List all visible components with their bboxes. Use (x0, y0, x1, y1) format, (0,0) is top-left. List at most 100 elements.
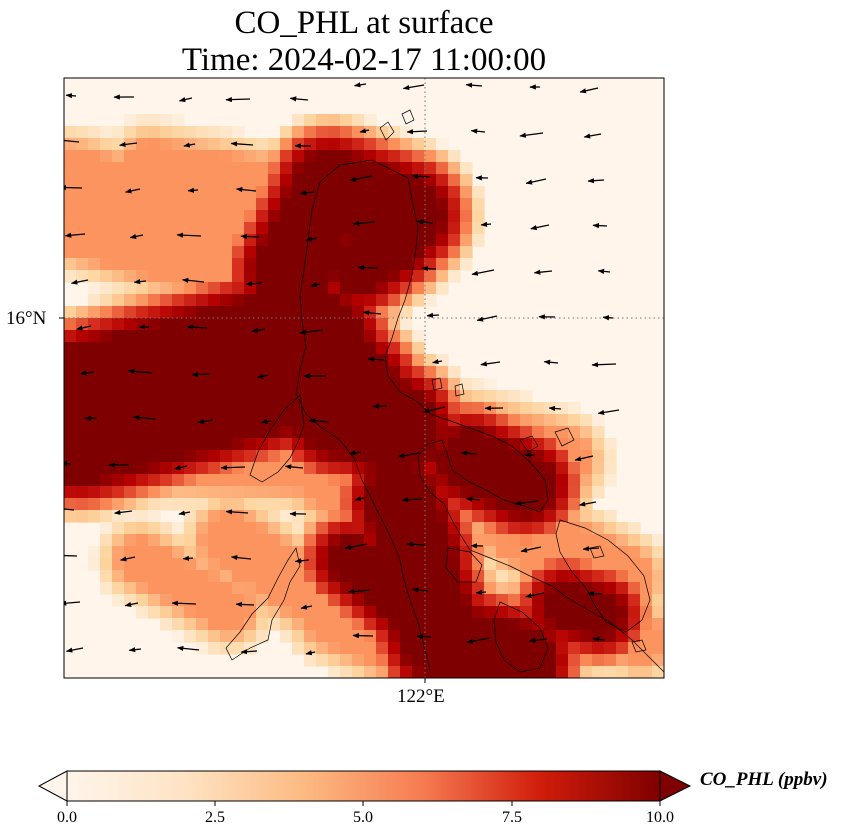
concentration-cell (148, 606, 161, 619)
concentration-cell (340, 342, 353, 355)
concentration-cell (172, 474, 185, 487)
concentration-cell (208, 330, 221, 343)
concentration-cell (364, 618, 377, 631)
concentration-cell (352, 342, 365, 355)
concentration-cell (640, 630, 653, 643)
concentration-cell (196, 378, 209, 391)
concentration-cell (496, 462, 509, 475)
concentration-cell (64, 438, 77, 451)
concentration-cell (460, 534, 473, 547)
concentration-cell (340, 198, 353, 211)
concentration-cell (184, 582, 197, 595)
concentration-cell (148, 126, 161, 139)
concentration-cell (412, 402, 425, 415)
concentration-cell (520, 450, 533, 463)
wind-arrow (251, 327, 266, 333)
wind-arrow (480, 221, 492, 227)
concentration-cell (592, 474, 605, 487)
concentration-cell (556, 606, 569, 619)
wind-arrow (289, 96, 309, 102)
concentration-cell (292, 510, 305, 523)
concentration-cell (448, 474, 461, 487)
concentration-cell (184, 318, 197, 331)
concentration-cell (448, 162, 461, 175)
concentration-cell (352, 114, 365, 127)
concentration-cell (280, 630, 293, 643)
concentration-cell (124, 534, 137, 547)
concentration-cell (220, 594, 233, 607)
concentration-cell (76, 162, 89, 175)
concentration-cell (424, 138, 437, 151)
concentration-cell (112, 366, 125, 379)
concentration-cell (604, 558, 617, 571)
concentration-cell (208, 270, 221, 283)
concentration-cell (496, 426, 509, 439)
concentration-cell (256, 282, 269, 295)
concentration-cell (64, 390, 77, 403)
wind-arrow (133, 279, 147, 285)
concentration-cell (244, 318, 257, 331)
concentration-cell (496, 438, 509, 451)
wind-arrow (359, 128, 370, 134)
concentration-cell (172, 174, 185, 187)
concentration-cell (400, 306, 413, 319)
concentration-cell (136, 522, 149, 535)
concentration-cell (424, 582, 437, 595)
concentration-cell (220, 246, 233, 259)
concentration-cell (148, 306, 161, 319)
concentration-cell (292, 426, 305, 439)
concentration-cell (148, 210, 161, 223)
concentration-cell (580, 534, 593, 547)
concentration-cell (244, 210, 257, 223)
concentration-cell (316, 234, 329, 247)
concentration-cell (436, 642, 449, 655)
concentration-cell (496, 450, 509, 463)
concentration-cell (244, 330, 257, 343)
concentration-cell (400, 222, 413, 235)
concentration-cell (556, 438, 569, 451)
concentration-cell (400, 342, 413, 355)
concentration-cell (208, 438, 221, 451)
concentration-cell (616, 642, 629, 655)
concentration-cell (124, 126, 137, 139)
concentration-cell (496, 606, 509, 619)
concentration-cell (100, 402, 113, 415)
concentration-cell (604, 570, 617, 583)
concentration-cell (520, 426, 533, 439)
concentration-cell (592, 666, 605, 678)
concentration-cell (112, 474, 125, 487)
concentration-cell (412, 438, 425, 451)
concentration-cell (88, 426, 101, 439)
concentration-cell (64, 354, 77, 367)
concentration-cell (256, 294, 269, 307)
wind-arrow (406, 129, 428, 135)
concentration-cell (124, 426, 137, 439)
concentration-cell (124, 222, 137, 235)
concentration-cell (184, 522, 197, 535)
concentration-cell (400, 630, 413, 643)
concentration-cell (328, 522, 341, 535)
concentration-cell (316, 546, 329, 559)
wind-arrow (520, 546, 542, 553)
concentration-cell (316, 582, 329, 595)
concentration-cell (424, 354, 437, 367)
concentration-cell (256, 390, 269, 403)
concentration-cell (256, 450, 269, 463)
concentration-cell (352, 510, 365, 523)
concentration-cell (376, 162, 389, 175)
concentration-cell (244, 522, 257, 535)
concentration-cell (196, 294, 209, 307)
concentration-cell (148, 582, 161, 595)
concentration-cell (124, 558, 137, 571)
concentration-cell (352, 666, 365, 678)
concentration-cell (268, 594, 281, 607)
concentration-cell (184, 198, 197, 211)
concentration-cell (124, 510, 137, 523)
concentration-cell (616, 534, 629, 547)
concentration-cell (196, 642, 209, 655)
concentration-cell (652, 606, 664, 619)
concentration-cell (172, 246, 185, 259)
concentration-cell (556, 666, 569, 678)
concentration-cell (280, 618, 293, 631)
concentration-cell (364, 474, 377, 487)
